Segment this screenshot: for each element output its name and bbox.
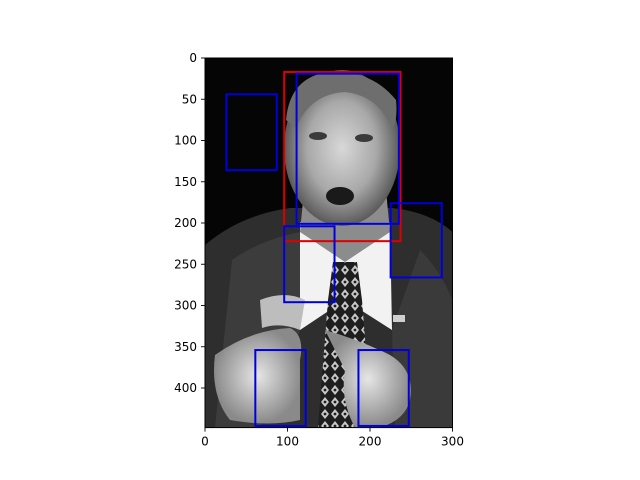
candidate-box-1 xyxy=(225,93,278,172)
y-tick-label: 300 xyxy=(174,299,197,313)
y-tick-label: 150 xyxy=(174,175,197,189)
x-tick-label: 0 xyxy=(201,435,209,449)
y-tick-label: 400 xyxy=(174,381,197,395)
y-tick-label: 250 xyxy=(174,257,197,271)
y-axis-ticks: 0 50 100 150 200 250 300 350 400 xyxy=(174,51,205,395)
x-tick-label: 200 xyxy=(359,435,382,449)
y-tick-label: 200 xyxy=(174,216,197,230)
y-tick-label: 0 xyxy=(189,51,197,65)
candidate-box-2 xyxy=(295,72,400,225)
x-axis-ticks: 0 100 200 300 xyxy=(201,427,464,449)
candidate-box-5 xyxy=(254,349,307,427)
axes-frame xyxy=(204,57,453,429)
x-tick-label: 300 xyxy=(441,435,464,449)
candidate-box-4 xyxy=(283,225,336,304)
y-tick-label: 100 xyxy=(174,134,197,148)
y-tick-label: 350 xyxy=(174,340,197,354)
y-tick-label: 50 xyxy=(182,92,197,106)
candidate-box-3 xyxy=(389,202,443,279)
candidate-box-6 xyxy=(357,349,410,427)
photo-image xyxy=(205,58,453,428)
face-box-0 xyxy=(283,71,402,243)
bounding-boxes xyxy=(225,71,443,427)
x-tick-label: 100 xyxy=(276,435,299,449)
